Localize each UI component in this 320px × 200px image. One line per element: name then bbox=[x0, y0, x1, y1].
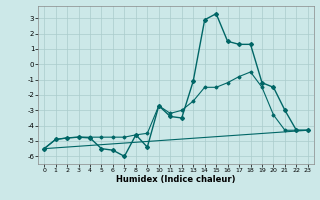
X-axis label: Humidex (Indice chaleur): Humidex (Indice chaleur) bbox=[116, 175, 236, 184]
